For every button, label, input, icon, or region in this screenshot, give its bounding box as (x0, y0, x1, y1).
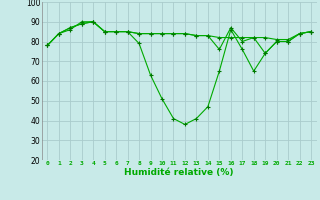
X-axis label: Humidité relative (%): Humidité relative (%) (124, 168, 234, 177)
